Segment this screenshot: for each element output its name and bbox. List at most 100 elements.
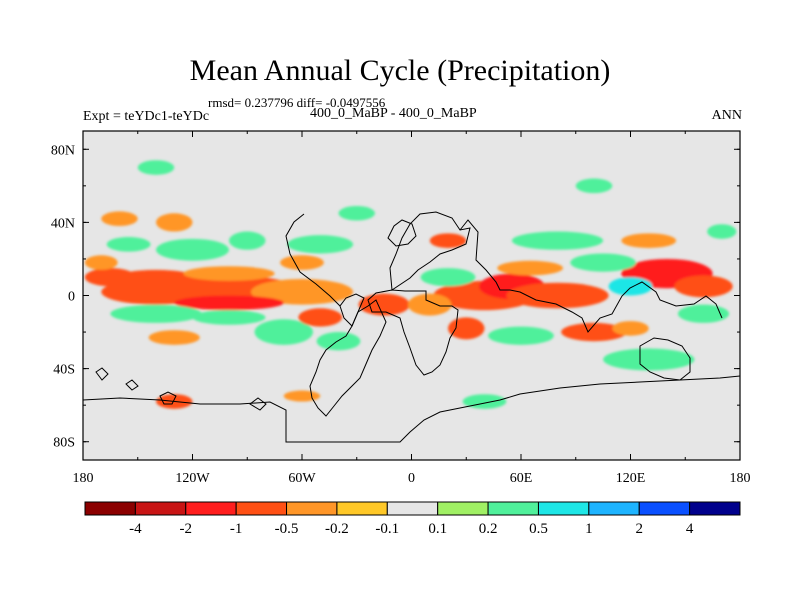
colorbar-label: 1: [585, 521, 593, 537]
precip-anomaly-patch: [677, 304, 730, 323]
experiment-label: Expt = teYDc1-teYDc: [83, 109, 210, 124]
longitude-axis: 180 120W 60W 0 60E 120E 180: [73, 131, 751, 486]
island-coastline: [249, 397, 267, 411]
precip-anomaly-patch: [250, 279, 354, 305]
precip-anomaly-patch: [174, 295, 284, 311]
chart-title: Mean Annual Cycle (Precipitation): [189, 54, 611, 87]
precip-anomaly-patch: [156, 238, 229, 261]
precip-anomaly-patch: [110, 304, 202, 323]
colorbar-label: -0.1: [375, 521, 399, 537]
lon-tick-label: 180: [730, 471, 751, 486]
colorbar-label: 4: [686, 521, 694, 537]
latitude-axis: 80N 40N 0 40S 80S: [51, 143, 740, 451]
colorbar-swatch: [588, 501, 640, 516]
stats-text: rmsd= 0.237796 diff= -0.0497556: [208, 95, 386, 110]
colorbar-swatch: [437, 501, 489, 516]
precip-anomaly-patch: [506, 282, 609, 309]
lat-tick-label: 80S: [53, 436, 75, 451]
central-america-coastline: [339, 293, 365, 327]
colorbar-swatch: [638, 501, 691, 516]
colorbar-label: 0.5: [529, 521, 548, 537]
colorbar-swatch: [487, 501, 539, 516]
precip-anomaly-patch: [148, 330, 200, 345]
island-coastline: [125, 379, 139, 391]
colorbar-label: -4: [129, 521, 142, 537]
greenland-coastline: [387, 219, 417, 247]
lat-tick-label: 40S: [53, 363, 75, 378]
precip-anomaly-patch: [429, 233, 467, 248]
precip-anomaly-patch: [156, 213, 193, 232]
precip-anomaly-patch: [106, 237, 151, 252]
precip-anomaly-field: [84, 160, 737, 409]
lon-tick-label: 180: [73, 471, 94, 486]
lat-tick-label: 80N: [51, 143, 75, 158]
south-america-coastline: [309, 299, 387, 417]
precip-anomaly-patch: [298, 308, 343, 327]
lon-tick-label: 120E: [616, 471, 646, 486]
precip-anomaly-patch: [316, 332, 361, 351]
precip-anomaly-patch: [229, 231, 266, 250]
precip-anomaly-patch: [575, 178, 613, 194]
precip-anomaly-patch: [192, 310, 266, 325]
precip-anomaly-patch: [183, 266, 275, 281]
lat-tick-label: 0: [68, 290, 75, 305]
precip-anomaly-patch: [84, 268, 136, 287]
asia-coastline: [459, 219, 723, 333]
colorbar-label: -0.5: [275, 521, 299, 537]
colorbar-swatch: [185, 501, 237, 516]
precip-anomaly-patch: [603, 348, 695, 371]
precip-anomaly-patch: [497, 260, 563, 276]
lat-tick-label: 40N: [51, 216, 75, 231]
island-coastline: [159, 391, 177, 405]
island-coastline: [95, 367, 109, 381]
precip-anomaly-patch: [287, 235, 354, 254]
colorbar-label: -2: [180, 521, 193, 537]
colorbar: -4 -2 -1 -0.5 -0.2 -0.1 0.1 0.2 0.5 1 2 4: [84, 501, 741, 537]
precip-anomaly-patch: [561, 322, 627, 342]
precip-anomaly-patch: [407, 293, 452, 316]
colorbar-label: -1: [230, 521, 243, 537]
precip-anomaly-patch: [448, 317, 485, 340]
precip-anomaly-patch: [674, 275, 733, 298]
precip-anomaly-patch: [280, 255, 324, 270]
precip-anomaly-patch: [254, 319, 313, 345]
colorbar-swatch: [84, 501, 136, 516]
antarctica-coastline: [83, 375, 740, 443]
colorbar-swatch: [537, 501, 590, 516]
colorbar-swatch: [386, 501, 439, 516]
precip-anomaly-patch: [115, 269, 197, 285]
precip-anomaly-patch: [137, 160, 175, 175]
colorbar-label: 0.2: [479, 521, 498, 537]
precip-anomaly-patch: [420, 268, 476, 287]
lon-tick-label: 60E: [510, 471, 533, 486]
precip-anomaly-patch: [608, 277, 653, 296]
precip-anomaly-patch: [488, 326, 554, 345]
precip-anomaly-patch: [570, 253, 636, 272]
season-label: ANN: [711, 108, 742, 123]
colorbar-label: 0.1: [428, 521, 447, 537]
lon-tick-label: 120W: [175, 471, 210, 486]
precip-anomaly-patch: [511, 231, 604, 250]
colorbar-swatch: [235, 501, 288, 516]
precip-anomaly-patch: [338, 205, 375, 221]
precip-anomaly-patch: [612, 321, 649, 336]
precip-anomaly-patch: [283, 390, 321, 402]
precip-anomaly-patch: [84, 255, 118, 270]
colorbar-swatch: [689, 501, 741, 516]
precip-anomaly-patch: [621, 233, 677, 248]
lon-tick-label: 60W: [288, 471, 316, 486]
colorbar-swatch: [286, 501, 338, 516]
precip-anomaly-patch: [101, 211, 138, 227]
precip-anomaly-patch: [707, 224, 737, 239]
colorbar-label: -0.2: [325, 521, 349, 537]
colorbar-label: 2: [635, 521, 643, 537]
north-america-coastline: [285, 213, 341, 307]
colorbar-swatch: [134, 501, 187, 516]
australia-coastline: [639, 337, 691, 381]
africa-coastline: [367, 289, 459, 376]
coastlines: [83, 211, 740, 443]
chart-subtitle: 400_0_MaBP - 400_0_MaBP: [310, 106, 477, 121]
colorbar-swatch: [336, 501, 388, 516]
lon-tick-label: 0: [408, 471, 415, 486]
